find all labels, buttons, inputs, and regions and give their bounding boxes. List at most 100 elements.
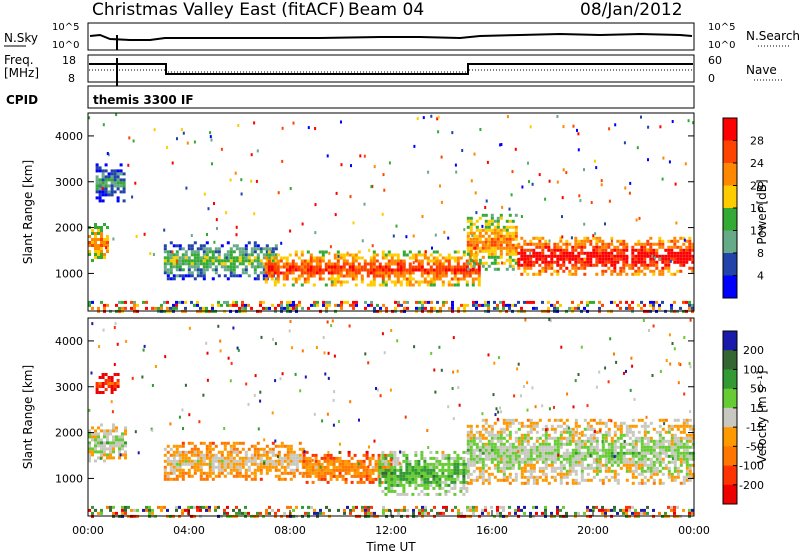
heatmap-cell [202, 244, 206, 248]
heatmap-cell [378, 483, 382, 487]
heatmap-cell [163, 474, 167, 478]
heatmap-cell [685, 436, 689, 440]
heatmap-cell [211, 277, 215, 281]
heatmap-cell [466, 231, 470, 235]
heatmap-cell [175, 274, 179, 278]
heatmap-cell [490, 460, 494, 464]
heatmap-cell [389, 388, 392, 392]
heatmap-cell [384, 253, 388, 257]
heatmap-cell [541, 433, 545, 437]
heatmap-cell [333, 354, 336, 358]
heatmap-cell [435, 262, 439, 266]
heatmap-cell [175, 268, 179, 272]
heatmap-cell [556, 445, 560, 449]
heatmap-cell [474, 259, 478, 263]
heatmap-cell [598, 469, 602, 473]
heatmap-cell [544, 454, 548, 458]
heatmap-cell [118, 441, 121, 445]
heatmap-cell [396, 468, 400, 472]
heatmap-cell [453, 486, 457, 490]
heatmap-cell [324, 268, 328, 272]
heatmap-cell [553, 405, 555, 409]
heatmap-cell [438, 492, 442, 496]
heatmap-cell [277, 191, 280, 195]
heatmap-cell [553, 442, 557, 446]
heatmap-cell [100, 238, 103, 241]
heatmap-cell [107, 190, 111, 194]
heatmap-cell [311, 471, 315, 475]
heatmap-cell [670, 245, 674, 249]
heatmap-cell [610, 463, 614, 467]
heatmap-cell [517, 362, 520, 366]
heatmap-cell [679, 248, 683, 252]
heatmap-cell [300, 268, 304, 272]
heatmap-cell [462, 471, 466, 475]
heatmap-cell [676, 245, 680, 249]
heatmap-cell [583, 306, 586, 310]
heatmap-cell [94, 432, 97, 436]
heatmap-cell [481, 224, 484, 228]
nsky-panel: N.Sky 10^5 10^0 10^5 10^0 N.Search [4, 22, 800, 51]
heatmap-cell [526, 478, 530, 482]
heatmap-cell [118, 456, 121, 460]
heatmap-cell [466, 243, 470, 247]
heatmap-cell [658, 436, 662, 440]
heatmap-cell [616, 457, 620, 461]
heatmap-cell [466, 466, 470, 470]
heatmap-cell [544, 457, 548, 461]
heatmap-cell [396, 474, 400, 478]
heatmap-cell [538, 466, 542, 470]
heatmap-cell [309, 265, 313, 269]
heatmap-cell [106, 456, 109, 460]
heatmap-cell [396, 339, 399, 343]
heatmap-cell [363, 154, 366, 158]
heatmap-cell [313, 300, 316, 304]
heatmap-cell [633, 397, 636, 401]
heatmap-cell [169, 459, 173, 463]
heatmap-cell [378, 480, 382, 484]
heatmap-cell [619, 466, 623, 470]
heatmap-cell [688, 300, 691, 304]
heatmap-cell [91, 244, 94, 247]
heatmap-cell [393, 274, 397, 278]
heatmap-cell [244, 511, 247, 515]
heatmap-cell [312, 274, 316, 278]
heatmap-cell [286, 450, 290, 454]
heatmap-cell [116, 196, 120, 200]
heatmap-cell [383, 188, 386, 192]
heatmap-cell [295, 456, 299, 460]
heatmap-cell [496, 240, 500, 244]
heatmap-cell [661, 257, 665, 261]
heatmap-cell [493, 361, 496, 365]
heatmap-cell [393, 459, 397, 463]
heatmap-cell [259, 456, 263, 460]
heatmap-cell [547, 445, 551, 449]
heatmap-cell [466, 457, 470, 461]
heatmap-cell [688, 478, 692, 482]
heatmap-cell [601, 505, 604, 509]
heatmap-cell [172, 444, 176, 448]
heatmap-cell [166, 256, 170, 260]
heatmap-cell [184, 453, 188, 457]
heatmap-cell [565, 436, 569, 440]
heatmap-cell [622, 242, 626, 246]
heatmap-cell [490, 213, 494, 217]
heatmap-cell [384, 471, 388, 475]
heatmap-cell [576, 427, 579, 431]
heatmap-cell [381, 277, 385, 281]
heatmap-cell [341, 462, 345, 466]
heatmap-cell [378, 283, 382, 287]
heatmap-cell [637, 430, 641, 434]
heatmap-cell [661, 460, 665, 464]
heatmap-cell [398, 461, 401, 465]
heatmap-cell [652, 454, 656, 458]
heatmap-cell [429, 468, 433, 472]
heatmap-cell [350, 462, 354, 466]
heatmap-cell [510, 193, 513, 197]
heatmap-cell [673, 245, 677, 249]
heatmap-cell [583, 245, 587, 249]
heatmap-cell [226, 241, 230, 245]
heatmap-cell [432, 462, 436, 466]
heatmap-cell [172, 471, 176, 475]
heatmap-cell [205, 268, 209, 272]
